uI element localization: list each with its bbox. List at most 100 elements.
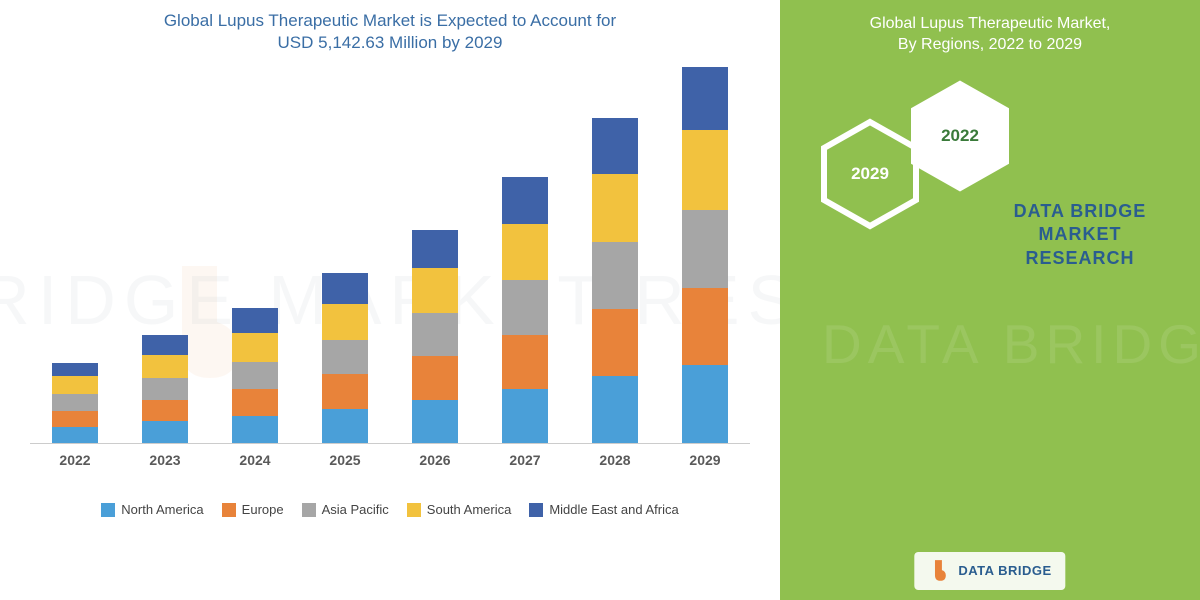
- legend-label: Middle East and Africa: [549, 502, 678, 517]
- bar-group: [215, 308, 295, 444]
- legend-item: South America: [407, 502, 512, 517]
- bar-segment: [52, 394, 98, 410]
- bar-segment: [232, 389, 278, 416]
- x-axis-labels: 2022 2023 2024 2025 2026 2027 2028 2029: [30, 452, 750, 468]
- legend-item: Asia Pacific: [302, 502, 389, 517]
- bar-segment: [52, 427, 98, 443]
- bar-segment: [142, 335, 188, 355]
- legend-item: Middle East and Africa: [529, 502, 678, 517]
- bar-segment: [232, 333, 278, 362]
- chart-title-line1: Global Lupus Therapeutic Market is Expec…: [164, 11, 616, 30]
- bar-segment: [322, 304, 368, 340]
- bar-segment: [592, 309, 638, 376]
- bar-segment: [232, 416, 278, 443]
- bar-segment: [142, 421, 188, 443]
- bar-segment: [322, 340, 368, 374]
- bar-segment: [232, 362, 278, 389]
- footer-logo: DATA BRIDGE: [914, 552, 1065, 590]
- right-panel-title: Global Lupus Therapeutic Market, By Regi…: [780, 0, 1200, 62]
- bar-segment: [232, 308, 278, 333]
- right-title-line2: By Regions, 2022 to 2029: [898, 36, 1082, 53]
- bar-segment: [682, 365, 728, 443]
- bar-group: [665, 67, 745, 443]
- hex-2022-label: 2022: [941, 126, 979, 146]
- main-container: DATA BRIDGE MARKET RESEARCH Global Lupus…: [0, 0, 1200, 600]
- legend-swatch: [302, 503, 316, 517]
- bar-segment: [52, 411, 98, 427]
- x-label: 2023: [125, 452, 205, 468]
- bar-segment: [412, 356, 458, 399]
- bar-group: [575, 118, 655, 444]
- x-label: 2026: [395, 452, 475, 468]
- bar-group: [305, 273, 385, 443]
- bar-segment: [682, 130, 728, 210]
- bar-segment: [502, 177, 548, 224]
- bar-segment: [592, 242, 638, 309]
- brand-line2: RESEARCH: [1025, 248, 1134, 268]
- hex-2029-label: 2029: [851, 164, 889, 184]
- bar-segment: [322, 374, 368, 408]
- legend-label: Europe: [242, 502, 284, 517]
- bar-stack: [322, 273, 368, 443]
- legend: North America Europe Asia Pacific South Ame…: [20, 502, 760, 517]
- legend-swatch: [407, 503, 421, 517]
- brand-line1: DATA BRIDGE MARKET: [1014, 201, 1147, 244]
- bar-stack: [592, 118, 638, 444]
- bar-group: [395, 230, 475, 444]
- bar-segment: [412, 268, 458, 313]
- hex-2029: 2029: [820, 118, 920, 230]
- hex-2022: 2022: [910, 80, 1010, 192]
- bar-segment: [502, 224, 548, 280]
- x-label: 2024: [215, 452, 295, 468]
- x-label: 2025: [305, 452, 385, 468]
- bar-segment: [322, 273, 368, 304]
- bar-segment: [592, 174, 638, 243]
- bar-segment: [502, 389, 548, 443]
- bar-group: [485, 177, 565, 443]
- bar-segment: [502, 335, 548, 389]
- bar-segment: [412, 400, 458, 443]
- bar-segment: [682, 210, 728, 288]
- legend-item: Europe: [222, 502, 284, 517]
- bar-segment: [412, 230, 458, 268]
- bars-container: [30, 64, 750, 444]
- bar-segment: [142, 355, 188, 379]
- bar-segment: [682, 288, 728, 366]
- watermark-text-right: DATA BRIDGE MARKET RESEARCH: [822, 312, 1200, 376]
- chart-panel: DATA BRIDGE MARKET RESEARCH Global Lupus…: [0, 0, 780, 600]
- plot-area: 2022 2023 2024 2025 2026 2027 2028 2029: [30, 64, 750, 484]
- chart-title-line2: USD 5,142.63 Million by 2029: [278, 33, 503, 52]
- x-label: 2028: [575, 452, 655, 468]
- right-title-line1: Global Lupus Therapeutic Market,: [870, 15, 1111, 32]
- chart-title: Global Lupus Therapeutic Market is Expec…: [20, 10, 760, 54]
- bar-segment: [322, 409, 368, 443]
- bar-segment: [592, 376, 638, 443]
- brand-text: DATA BRIDGE MARKET RESEARCH: [990, 200, 1170, 270]
- bar-stack: [52, 363, 98, 444]
- legend-swatch: [529, 503, 543, 517]
- bar-group: [125, 335, 205, 444]
- bar-segment: [142, 400, 188, 422]
- footer-logo-text: DATA BRIDGE: [958, 564, 1051, 578]
- bar-stack: [682, 67, 728, 443]
- x-label: 2022: [35, 452, 115, 468]
- legend-swatch: [222, 503, 236, 517]
- bar-segment: [502, 280, 548, 334]
- x-label: 2029: [665, 452, 745, 468]
- legend-item: North America: [101, 502, 203, 517]
- bar-segment: [142, 378, 188, 400]
- bar-segment: [52, 363, 98, 377]
- legend-swatch: [101, 503, 115, 517]
- bar-stack: [502, 177, 548, 443]
- right-panel: Global Lupus Therapeutic Market, By Regi…: [780, 0, 1200, 600]
- x-label: 2027: [485, 452, 565, 468]
- footer-logo-icon: [928, 558, 950, 584]
- bar-segment: [682, 67, 728, 130]
- bar-segment: [52, 376, 98, 394]
- legend-label: Asia Pacific: [322, 502, 389, 517]
- legend-label: South America: [427, 502, 512, 517]
- bar-stack: [412, 230, 458, 444]
- bar-group: [35, 363, 115, 444]
- bar-stack: [142, 335, 188, 444]
- bar-segment: [592, 118, 638, 174]
